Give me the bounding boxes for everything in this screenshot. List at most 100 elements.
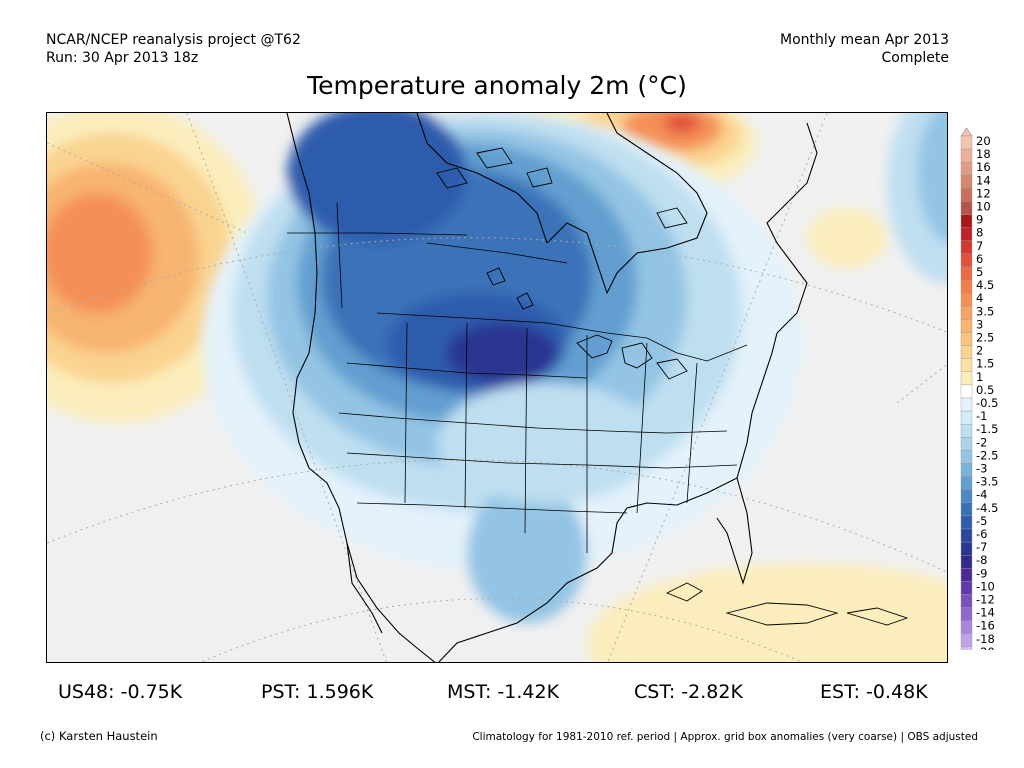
colorbar-tick-label: 0.5 [976,383,994,397]
stat-est-label: EST: [820,681,860,703]
stat-cst-label: CST: [634,681,676,703]
colorbar-tick-label: -5 [976,514,987,528]
run-label: Run: 30 Apr 2013 18z [46,50,199,66]
colorbar-swatch [960,371,973,386]
colorbar-swatch [960,384,973,399]
colorbar-tick-label: -20 [976,645,995,650]
colorbar-swatch [960,515,973,530]
colorbar-swatch [960,332,973,346]
colorbar-swatch [960,450,973,464]
stat-pst: PST: 1.596K [261,680,373,704]
stat-us48: US48: -0.75K [58,680,182,704]
colorbar-tick-label: 18 [976,147,991,161]
colorbar-tick-label: -16 [976,619,995,633]
colorbar-tick-label: 14 [976,173,991,187]
colorbar-swatch [960,437,973,451]
colorbar-swatch [960,594,973,608]
colorbar-tick-label: -18 [976,632,995,646]
colorbar-swatch [960,410,973,425]
colorbar-swatch [960,214,973,228]
colorbar-swatch [960,319,973,333]
colorbar-tick-label: -3 [976,462,987,476]
graticule [47,113,947,662]
colorbar-swatch [960,633,973,648]
colorbar-swatch [960,568,973,582]
colorbar-swatch [960,541,973,556]
colorbar-tick-label: -7 [976,540,987,554]
colorbar-tick-label: -6 [976,527,987,541]
colorbar-swatch [960,279,973,294]
colorbar-swatch [960,148,973,163]
colorbar-tick-label: -4.5 [976,501,998,515]
colorbar-swatch [960,476,973,490]
coastlines [286,113,818,662]
colorbar-tick-label: 4.5 [976,278,994,292]
stat-us48-label: US48: [58,681,115,703]
colorbar-swatch [960,646,973,650]
colorbar-swatch [960,424,973,438]
political-borders [287,202,748,553]
colorbar-swatch [960,358,973,372]
colorbar-tick-label: 7 [976,239,983,253]
colorbar-tick-label: -2.5 [976,448,998,462]
colorbar-swatch [960,162,973,176]
stat-mst: MST: -1.42K [447,680,559,704]
colorbar-tick-label: -14 [976,606,995,620]
colorbar-swatch [960,581,973,595]
colorbar-tick-label: -0.5 [976,396,998,410]
colorbar-tick-label: 8 [976,226,983,240]
colorbar-tick-label: -1.5 [976,422,998,436]
colorbar-tick-label: 6 [976,252,983,266]
colorbar-swatch [960,528,973,543]
islands-and-lakes [436,147,909,626]
colorbar-tick-label: -10 [976,579,995,593]
colorbar: 201816141210987654.543.532.521.510.5-0.5… [960,128,998,650]
map-canvas [47,113,947,662]
stat-mst-value: -1.42K [497,681,560,703]
stat-est-value: -0.48K [866,681,928,703]
colorbar-swatch [960,188,973,202]
colorbar-swatch [960,502,973,517]
colorbar-tick-label: 4 [976,291,983,305]
colorbar-tick-label: -4 [976,488,987,502]
period-label: Monthly mean Apr 2013 [780,32,949,48]
stat-est: EST: -0.48K [820,680,928,704]
footnote-text: Climatology for 1981-2010 ref. period | … [472,731,978,743]
colorbar-tick-label: 10 [976,200,991,214]
colorbar-tick-label: -2 [976,435,987,449]
colorbar-boxes [960,128,973,650]
anomaly-map [46,112,948,663]
colorbar-swatch [960,227,973,241]
colorbar-tick-label: 3.5 [976,304,994,318]
stat-pst-value: 1.596K [306,681,374,703]
colorbar-swatch [960,620,973,635]
colorbar-tick-label: 1 [976,370,983,384]
colorbar-swatch [960,266,973,281]
colorbar-tick-label: 20 [976,134,991,148]
colorbar-swatch [960,489,973,504]
colorbar-tick-label: 5 [976,265,983,279]
stat-cst: CST: -2.82K [634,680,743,704]
colorbar-swatch [960,175,973,189]
colorbar-labels: 201816141210987654.543.532.521.510.5-0.5… [976,134,998,650]
colorbar-tick-label: 12 [976,186,991,200]
colorbar-swatch [960,397,973,412]
colorbar-tick-label: -3.5 [976,475,998,489]
credit-text: (c) Karsten Haustein [40,729,158,743]
status-label: Complete [881,50,949,66]
zone-statistics: US48: -0.75K PST: 1.596K MST: -1.42K CST… [0,680,1024,706]
colorbar-tick-label: -12 [976,593,995,607]
colorbar-tick-label: -1 [976,409,987,423]
colorbar-tick-label: -9 [976,566,987,580]
colorbar-swatch [960,253,973,268]
cold-anomaly-fields [202,113,947,623]
header-left: NCAR/NCEP reanalysis project @T62 Run: 3… [46,31,301,67]
colorbar-swatch [960,607,973,621]
stat-pst-label: PST: [261,681,301,703]
map-title: Temperature anomaly 2m (°C) [307,71,687,100]
colorbar-swatch [960,345,973,359]
project-label: NCAR/NCEP reanalysis project @T62 [46,32,301,48]
stat-us48-value: -0.75K [120,681,183,703]
colorbar-max-arrow [960,128,973,137]
colorbar-swatch [960,555,973,569]
